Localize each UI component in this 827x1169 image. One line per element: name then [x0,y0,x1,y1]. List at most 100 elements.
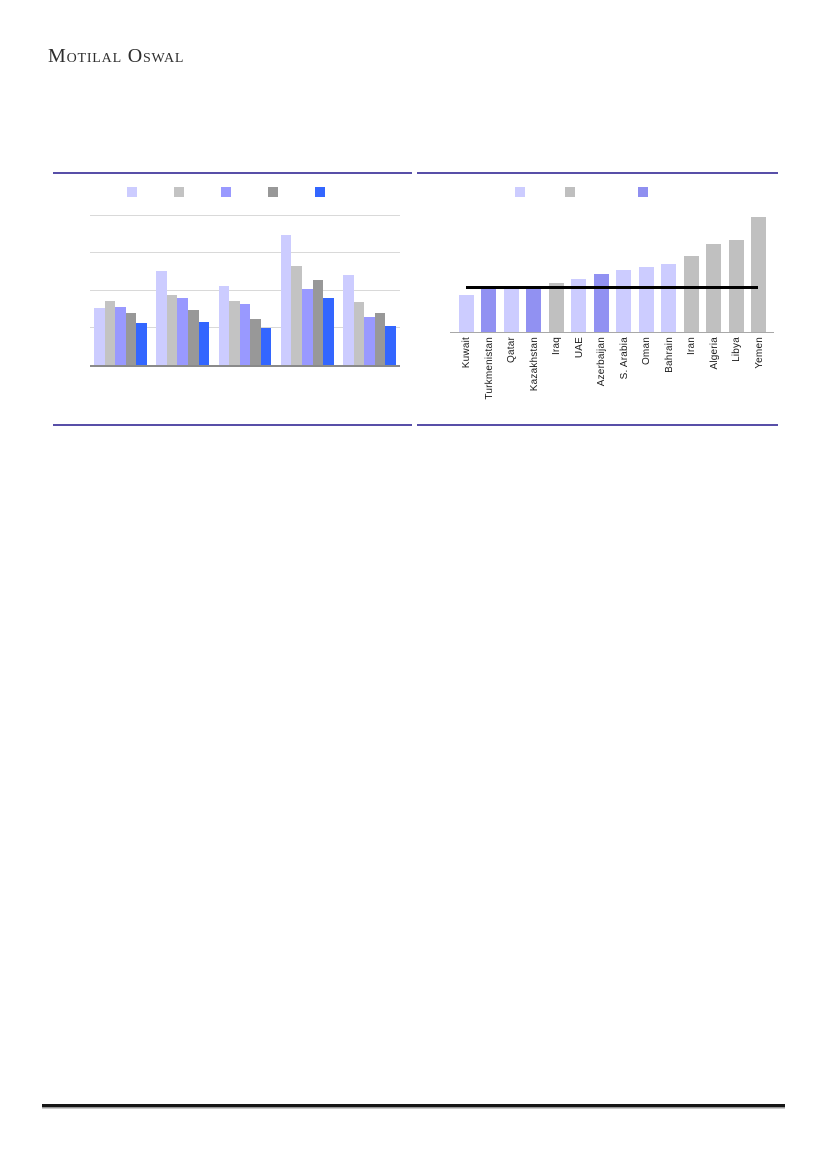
axis-label: Bahrain [663,337,675,373]
bar-series-1-lavender [94,308,105,365]
gridline [90,290,400,291]
axis-label: Kuwait [461,337,473,369]
bar-series-3-purple [301,288,313,365]
bar-slot [478,212,501,332]
bar-series-5-blue [198,321,210,365]
bar-series-2-light-gray [104,300,116,365]
brand-logo: Motilal Oswal [48,45,185,67]
axis-label-slot: Qatar [500,334,523,429]
bar-series-3-purple [177,297,189,365]
bar-series-1-lavender [156,270,167,365]
bar-slot [703,212,726,332]
bar-series-2-light-gray [229,300,240,365]
bar-groups [90,215,400,365]
bar-group-2 [156,215,210,365]
bar-slot [725,212,748,332]
grouped-bar-plot [90,215,400,367]
footer-rule [42,1104,785,1107]
axis-label: Libya [731,337,743,362]
country-bars [455,212,770,332]
bar-slot [613,212,636,332]
axis-label-slot: Yemen [748,334,771,429]
bar-s-arabia [616,269,632,332]
bar-bahrain [661,263,677,332]
bar-group-5 [343,215,396,365]
country-axis-labels: Kuwait Turkmenistan Qatar Kazakhstan Iraq UAE… [455,334,770,429]
bar-series-5-blue [385,326,396,365]
series-4-dark-gray-legend-swatch [268,187,278,197]
series-2-light-gray-legend-swatch [174,187,184,197]
bar-series-1-lavender [280,234,292,365]
axis-label: Oman [641,337,653,366]
axis-label: Kazakhstan [528,337,540,392]
bar-series-4-dark-gray [374,312,386,365]
axis-label: S. Arabia [618,337,630,380]
left-chart-legend [127,187,325,197]
axis-label: Qatar [506,337,518,364]
axis-label: Turkmenistan [483,337,495,400]
axis-label-slot: Turkmenistan [478,334,501,429]
bar-azerbaijan [593,274,609,332]
bar-series-2-light-gray [291,266,302,365]
bar-libya [728,239,744,332]
bar-slot [590,212,613,332]
bar-group-4 [280,215,334,365]
bar-qatar [503,286,519,332]
axis-label-slot: Libya [725,334,748,429]
gridline [90,252,400,253]
bar-series-5-blue [260,327,272,365]
bar-series-4-dark-gray [125,312,137,365]
bar-iraq [548,282,564,332]
gridline [90,215,400,216]
right-chart-legend [515,187,648,197]
bar-series-1-lavender [343,275,354,365]
bar-slot [658,212,681,332]
bar-slot [523,212,546,332]
axis-label: Algeria [708,337,720,370]
bar-series-1-lavender [218,285,230,365]
axis-label-slot: Bahrain [658,334,681,429]
series-5-blue-legend-swatch [315,187,325,197]
bar-series-3-purple [115,306,126,365]
bar-oman [638,267,654,332]
bar-series-4-dark-gray [312,279,324,365]
axis-label: Yemen [753,337,765,369]
bar-turkmenistan [481,288,497,332]
bar-series-5-blue [323,297,334,365]
bar-yemen [751,216,767,332]
bar-kazakhstan [526,286,542,332]
bar-slot [455,212,478,332]
chart-panel-left [53,172,412,426]
axis-label-slot: Oman [635,334,658,429]
axis-label: Iraq [551,337,563,356]
bar-series-5-blue [136,323,147,365]
axis-label-slot: Kuwait [455,334,478,429]
bar-slot [635,212,658,332]
bar-slot [500,212,523,332]
x-axis-line [450,331,774,333]
country-bar-plot: Kuwait Turkmenistan Qatar Kazakhstan Iraq UAE… [450,212,774,400]
bar-group-1 [94,215,147,365]
legend-swatch-gray [565,187,575,197]
bar-series-3-purple [364,317,375,365]
bar-series-2-light-gray [166,294,178,365]
axis-label-slot: Kazakhstan [523,334,546,429]
bar-series-3-purple [239,303,251,365]
reference-line [466,285,758,289]
legend-swatch-lavender [515,187,525,197]
axis-label: UAE [573,337,585,359]
axis-label-slot: Iran [680,334,703,429]
bar-series-2-light-gray [353,302,365,365]
bar-slot [568,212,591,332]
bar-group-3 [218,215,272,365]
bar-kuwait [458,294,474,332]
axis-label-slot: Iraq [545,334,568,429]
axis-label-slot: Azerbaijan [590,334,613,429]
series-1-lavender-legend-swatch [127,187,137,197]
bar-series-4-dark-gray [250,318,261,365]
axis-label: Iran [686,337,698,356]
series-3-purple-legend-swatch [221,187,231,197]
axis-label-slot: S. Arabia [613,334,636,429]
bar-iran [683,256,699,332]
